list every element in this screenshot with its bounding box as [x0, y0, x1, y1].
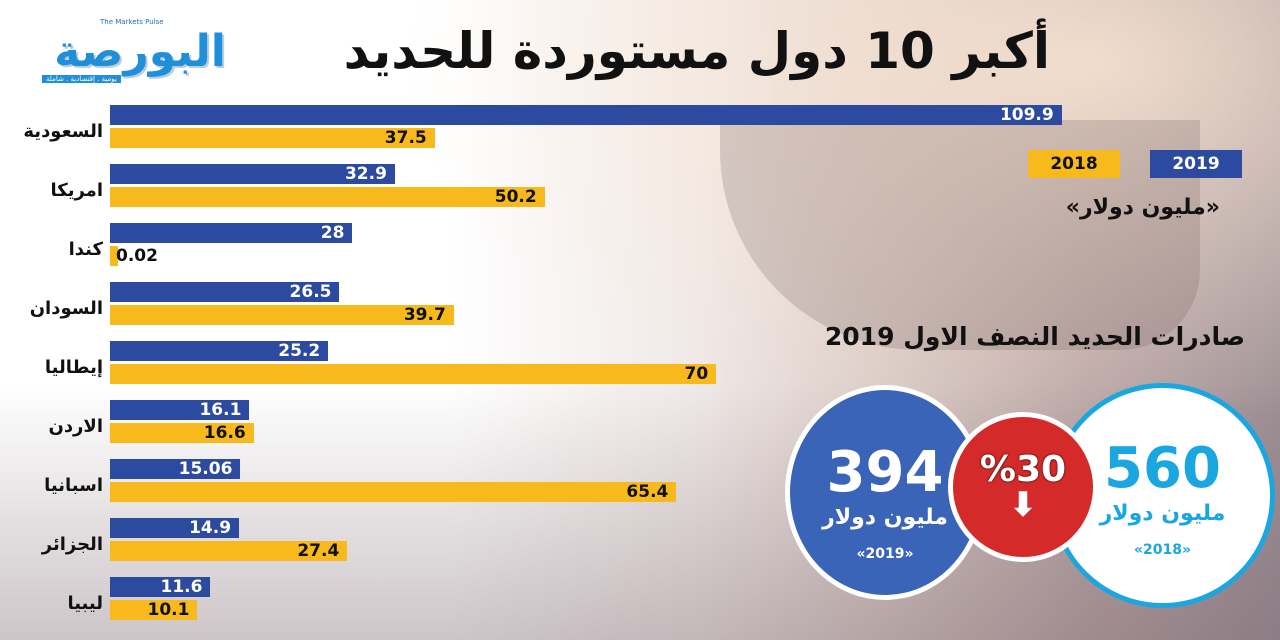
circle-2019: 394 مليون دولار «2019» — [785, 385, 985, 600]
country-label: امريكا — [50, 180, 104, 201]
bar-2018: 10.1 — [110, 600, 198, 620]
data-label: 16.6 — [203, 423, 246, 443]
bar-2018: 0.02 — [110, 246, 158, 266]
data-label: 26.5 — [289, 282, 332, 302]
data-label: 0.02 — [116, 246, 158, 266]
country-label: إيطاليا — [44, 357, 103, 378]
circle-2018: 560 مليون دولار «2018» — [1050, 383, 1275, 608]
data-label: 70 — [684, 364, 709, 384]
bar-2019: 25.2 — [110, 341, 329, 361]
bar-2019: 28 — [110, 223, 353, 243]
data-label: 25.2 — [278, 341, 321, 361]
logo: The Markets Pulse البورصة يومية . إقتصاد… — [40, 18, 240, 83]
bar-2019: 109.9 — [110, 105, 1062, 125]
year-2018: «2018» — [1133, 542, 1192, 558]
bar-2018: 27.4 — [110, 541, 348, 561]
data-label: 50.2 — [494, 187, 537, 207]
page-title: أكبر 10 دول مستوردة للحديد — [343, 22, 1050, 80]
data-label: 32.9 — [344, 164, 387, 184]
year-2019: «2019» — [856, 546, 914, 562]
unit-2018: مليون دولار — [1099, 501, 1226, 526]
bar-2018: 50.2 — [110, 187, 545, 207]
change-circle: %30 ⬇ — [948, 412, 1098, 562]
bar-2018: 70 — [110, 364, 717, 384]
logo-text: البورصة — [54, 26, 226, 77]
legend-2019: 2019 — [1150, 150, 1242, 178]
data-label: 11.6 — [160, 577, 203, 597]
exports-heading: صادرات الحديد النصف الاول 2019 — [824, 322, 1245, 351]
value-2018: 560 — [1104, 436, 1221, 501]
data-label: 109.9 — [999, 105, 1054, 125]
value-2019: 394 — [826, 440, 944, 505]
country-label: ليبيا — [67, 593, 103, 614]
logo-tagline: The Markets Pulse — [100, 18, 164, 26]
logo-sub: يومية . إقتصادية . شاملة — [42, 75, 121, 83]
bar-2019: 14.9 — [110, 518, 240, 538]
country-label: كندا — [68, 239, 103, 260]
bar-2018: 39.7 — [110, 305, 454, 325]
data-label: 39.7 — [403, 305, 446, 325]
bar-2018: 37.5 — [110, 128, 435, 148]
down-arrow-icon: ⬇ — [1008, 485, 1038, 525]
data-label: 65.4 — [626, 482, 669, 502]
country-label: الجزائر — [41, 534, 103, 555]
data-label: 10.1 — [147, 600, 190, 620]
change-value: %30 — [979, 449, 1067, 490]
bar-2019: 16.1 — [110, 400, 250, 420]
unit-2019: مليون دولار — [822, 505, 948, 530]
unit-label: «مليون دولار» — [1065, 195, 1220, 220]
data-label: 15.06 — [178, 459, 233, 479]
data-label: 14.9 — [189, 518, 232, 538]
country-label: اسبانيا — [44, 475, 103, 496]
bar-2018: 16.6 — [110, 423, 254, 443]
bar-2019: 15.06 — [110, 459, 241, 479]
data-label: 16.1 — [199, 400, 242, 420]
data-label: 28 — [320, 223, 345, 243]
bar-2019: 11.6 — [110, 577, 211, 597]
bar-2019: 26.5 — [110, 282, 340, 302]
data-label: 37.5 — [384, 128, 427, 148]
country-label: السودان — [29, 298, 103, 319]
bar-2018: 65.4 — [110, 482, 677, 502]
country-label: السعودية — [23, 121, 103, 142]
legend-2018: 2018 — [1028, 150, 1120, 178]
bar-2019: 32.9 — [110, 164, 395, 184]
country-label: الاردن — [48, 416, 103, 437]
data-label: 27.4 — [297, 541, 340, 561]
